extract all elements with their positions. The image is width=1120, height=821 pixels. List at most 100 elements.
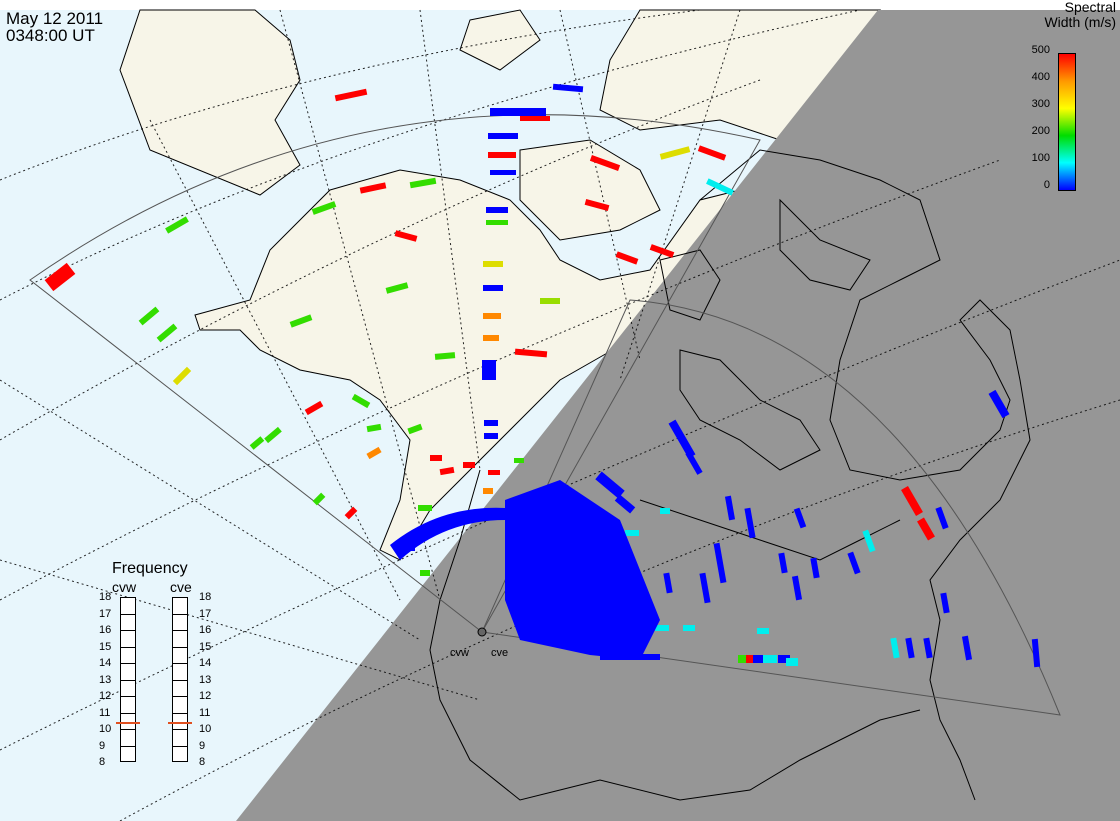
frequency-radar-right: cve <box>170 579 192 595</box>
colorbar <box>1058 53 1076 191</box>
echo-cell <box>311 201 337 215</box>
echo-cell <box>488 133 518 139</box>
colorbar-tick-label: 200 <box>1031 125 1050 137</box>
frequency-marker <box>168 722 192 725</box>
echo-cell <box>615 251 639 265</box>
colorbar-tick-label: 500 <box>1031 44 1050 56</box>
echo-cell <box>407 423 423 435</box>
frequency-tick-right: 11 <box>199 706 211 719</box>
echo-cell <box>484 433 498 439</box>
frequency-tick-right: 17 <box>199 607 212 620</box>
echo-cell <box>753 655 763 663</box>
echo-cell <box>584 198 610 212</box>
echo-cell <box>486 207 508 213</box>
echo-cell <box>483 261 503 267</box>
echo-cell <box>351 393 371 409</box>
frequency-grid-line <box>120 679 136 681</box>
echo-cell <box>488 470 500 475</box>
frequency-grid-line <box>172 696 188 697</box>
echo-cell <box>434 352 456 360</box>
echo-cell <box>917 517 935 541</box>
frequency-tick-left: 15 <box>99 640 112 653</box>
echo-cell <box>923 637 933 659</box>
echo-cell <box>156 323 178 343</box>
echo-cell <box>409 177 437 189</box>
echo-cell <box>655 625 669 631</box>
frequency-grid-line <box>120 646 136 648</box>
time-label: 0348:00 UT <box>6 26 95 45</box>
echo-cell <box>699 572 711 604</box>
echo-cell <box>385 282 409 294</box>
echo-cell <box>697 145 727 161</box>
night-terminator <box>236 10 1120 821</box>
echo-cell <box>862 529 876 553</box>
echo-cell <box>172 366 192 386</box>
frequency-tick-left: 11 <box>99 706 111 719</box>
echo-cell <box>663 572 673 594</box>
echo-cell <box>430 455 442 461</box>
echo-cell <box>778 655 790 663</box>
echo-cell <box>660 508 670 514</box>
echo-cell <box>786 658 798 666</box>
frequency-grid-line <box>172 745 188 747</box>
echo-cell <box>540 298 560 304</box>
frequency-grid-line <box>172 712 188 714</box>
echo-cell <box>483 335 499 341</box>
frequency-grid-line <box>172 663 188 664</box>
colorbar-title-line2: Width (m/s) <box>1044 14 1116 30</box>
frequency-tick-left: 12 <box>99 690 112 702</box>
frequency-tick-right: 16 <box>199 624 212 636</box>
echo-cell <box>482 360 496 380</box>
frequency-tick-left: 16 <box>99 624 112 636</box>
echo-cell <box>810 557 820 579</box>
echo-cell <box>791 575 803 601</box>
echo-cell <box>514 458 524 463</box>
echo-cell <box>486 220 508 225</box>
echo-cell <box>1031 638 1041 668</box>
frequency-grid-line <box>172 729 188 730</box>
echo-cell <box>488 152 516 158</box>
frequency-tick-right: 18 <box>199 591 212 603</box>
echo-cell <box>264 426 282 444</box>
echo-cell <box>490 170 516 175</box>
radar-label-east: cve <box>491 647 509 659</box>
echo-cell <box>890 637 900 659</box>
echo-cell <box>484 420 498 426</box>
radar-fov <box>29 114 1061 716</box>
echo-cell <box>683 625 695 631</box>
echo-cell <box>439 466 455 476</box>
echo-cell <box>366 423 382 433</box>
echo-cell <box>744 507 756 539</box>
echo-cell <box>940 592 950 614</box>
spectral-width-cells <box>44 83 1041 668</box>
frequency-grid-line <box>172 630 188 631</box>
frequency-tick-left: 10 <box>99 723 112 735</box>
frequency-radar-left: cvw <box>112 579 137 595</box>
echo-cell <box>249 436 265 450</box>
frequency-tick-left: 14 <box>99 657 112 669</box>
echo-cell <box>706 178 734 196</box>
echo-cell <box>713 542 727 584</box>
frequency-grid-line <box>120 712 136 714</box>
echo-cell <box>778 552 788 574</box>
colorbar-title-line1: Spectral <box>1064 0 1116 15</box>
echo-cell <box>746 655 756 663</box>
echo-cell <box>490 108 546 116</box>
echo-cell <box>668 419 696 459</box>
echo-cell <box>44 262 76 292</box>
echo-cell <box>685 451 703 475</box>
echo-cell <box>514 348 548 358</box>
frequency-tick-right: 8 <box>199 756 206 768</box>
colorbar-tick-label: 400 <box>1031 71 1050 83</box>
echo-cell <box>793 507 807 529</box>
date-label: May 12 2011 <box>6 9 104 28</box>
frequency-grid-line <box>172 613 188 615</box>
echo-cell <box>418 505 432 511</box>
radar-site-marker <box>477 627 487 637</box>
frequency-tick-right: 9 <box>199 739 206 752</box>
land-night-outline <box>429 149 1031 801</box>
echo-cell <box>359 182 387 194</box>
echo-cell <box>366 446 382 460</box>
echo-cell <box>589 155 621 171</box>
